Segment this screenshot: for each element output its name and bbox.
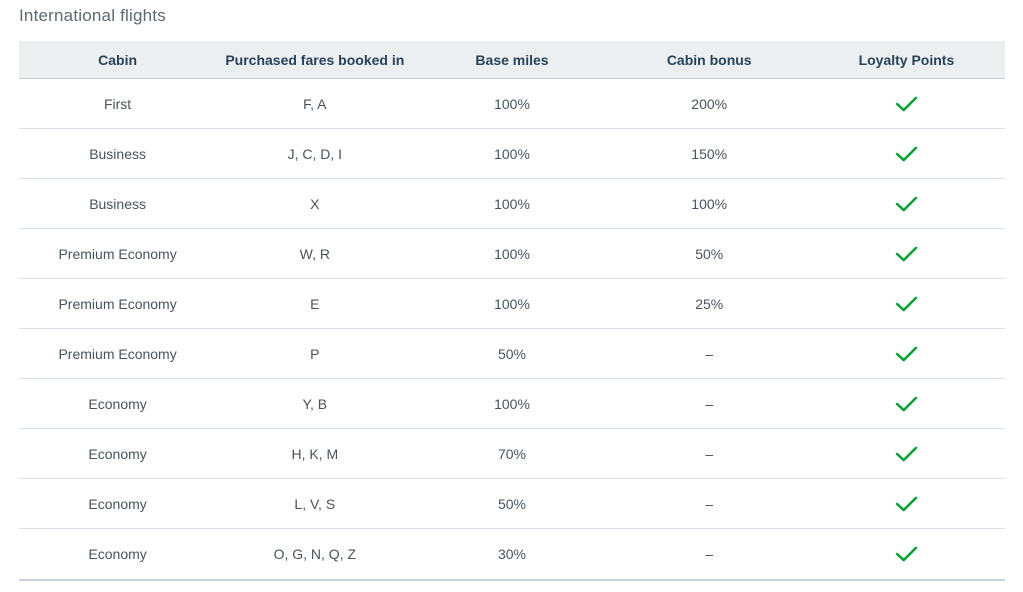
cell-purchased-fares: J, C, D, I (287, 145, 343, 162)
cell-loyalty-points (808, 146, 1005, 162)
cell-cabin: Premium Economy (58, 245, 177, 262)
cell-cabin: Economy (88, 395, 147, 412)
cell-purchased-fares: P (310, 345, 320, 362)
cell-base-miles: 100% (494, 395, 530, 412)
cell-purchased-fares: F, A (303, 95, 327, 112)
table-row: Business J, C, D, I 100% 150% (19, 129, 1005, 179)
cell-loyalty-points (808, 96, 1005, 112)
checkmark-icon (895, 96, 918, 111)
cell-base-miles: 70% (497, 445, 527, 462)
checkmark-icon (895, 546, 918, 562)
cell-purchased-fares: L, V, S (294, 495, 336, 512)
table-row: Premium Economy E 100% 25% (19, 279, 1005, 329)
checkmark-icon (895, 346, 918, 361)
column-header-cabin: Cabin (98, 51, 138, 68)
cell-cabin-bonus: – (705, 395, 714, 412)
cell-cabin: Economy (88, 495, 147, 512)
cell-cabin-bonus: – (705, 546, 714, 562)
cell-loyalty-points (808, 346, 1005, 362)
table-row: Business X 100% 100% (19, 179, 1005, 229)
table-header-row: Cabin Purchased fares booked in Base mil… (19, 41, 1005, 79)
cell-loyalty-points (808, 246, 1005, 262)
cell-cabin-bonus: 25% (695, 295, 724, 312)
cell-loyalty-points (808, 446, 1005, 462)
cell-purchased-fares: H, K, M (291, 445, 339, 462)
column-header-base-miles: Base miles (475, 51, 549, 68)
cell-cabin-bonus: 50% (695, 245, 724, 262)
cell-cabin-bonus: 200% (691, 95, 728, 112)
checkmark-icon (895, 296, 918, 311)
column-header-cabin-bonus: Cabin bonus (666, 51, 752, 68)
checkmark-icon (895, 246, 918, 261)
cell-base-miles: 100% (494, 295, 530, 312)
cell-cabin: Business (89, 195, 146, 212)
cell-base-miles: 50% (497, 495, 527, 512)
cell-base-miles: 50% (497, 345, 527, 362)
cell-purchased-fares: X (310, 195, 320, 212)
page-title: International flights (19, 6, 166, 25)
cell-loyalty-points (808, 396, 1005, 412)
table-body: First F, A 100% 200% Business J, C, D, I… (19, 79, 1005, 579)
cell-cabin: Premium Economy (58, 295, 177, 312)
cell-base-miles: 100% (494, 145, 530, 162)
cell-purchased-fares: O, G, N, Q, Z (273, 546, 357, 562)
table-row: Economy Y, B 100% – (19, 379, 1005, 429)
cell-purchased-fares: Y, B (302, 395, 328, 412)
table-row: Economy O, G, N, Q, Z 30% – (19, 529, 1005, 579)
cell-cabin: Economy (88, 546, 147, 562)
cell-purchased-fares: W, R (299, 245, 330, 262)
cell-loyalty-points (808, 296, 1005, 312)
checkmark-icon (895, 496, 918, 511)
table-row: Premium Economy P 50% – (19, 329, 1005, 379)
table-row: First F, A 100% 200% (19, 79, 1005, 129)
cell-base-miles: 100% (494, 95, 530, 112)
cell-cabin-bonus: – (705, 345, 714, 362)
cell-base-miles: 100% (494, 195, 530, 212)
table-row: Economy L, V, S 50% – (19, 479, 1005, 529)
cell-cabin: First (103, 95, 132, 112)
column-header-purchased-fares: Purchased fares booked in (225, 51, 405, 68)
cell-cabin-bonus: – (705, 495, 714, 512)
cell-cabin: Business (89, 145, 146, 162)
cell-cabin: Premium Economy (58, 345, 177, 362)
international-flights-table: Cabin Purchased fares booked in Base mil… (19, 41, 1005, 581)
cell-base-miles: 100% (494, 245, 530, 262)
column-header-loyalty-points: Loyalty Points (858, 51, 955, 68)
table-row: Economy H, K, M 70% – (19, 429, 1005, 479)
cell-loyalty-points (808, 196, 1005, 212)
checkmark-icon (895, 196, 918, 211)
cell-purchased-fares: E (310, 295, 320, 312)
checkmark-icon (895, 446, 918, 461)
cell-cabin-bonus: 100% (691, 195, 728, 212)
cell-loyalty-points (808, 546, 1005, 562)
cell-loyalty-points (808, 496, 1005, 512)
checkmark-icon (895, 146, 918, 161)
cell-cabin: Economy (88, 445, 147, 462)
cell-cabin-bonus: – (705, 445, 714, 462)
table-row: Premium Economy W, R 100% 50% (19, 229, 1005, 279)
cell-base-miles: 30% (497, 546, 527, 562)
cell-cabin-bonus: 150% (691, 145, 728, 162)
checkmark-icon (895, 396, 918, 411)
